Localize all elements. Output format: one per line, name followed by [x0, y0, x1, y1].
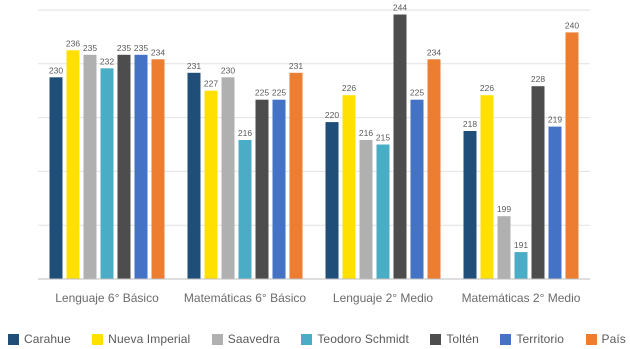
data-label: 199 [497, 204, 511, 214]
data-label: 191 [514, 240, 528, 250]
legend-label: Carahue [24, 332, 71, 346]
data-label: 220 [325, 110, 339, 120]
bar [427, 59, 441, 279]
data-label: 232 [100, 56, 114, 66]
data-label: 234 [151, 47, 165, 57]
data-label: 240 [565, 20, 579, 30]
legend-swatch [92, 333, 104, 345]
bar [548, 126, 562, 279]
data-label: 230 [49, 65, 63, 75]
data-label: 228 [531, 74, 545, 84]
bar [117, 54, 131, 279]
bar [497, 216, 511, 279]
data-label: 216 [238, 128, 252, 138]
bar [531, 86, 545, 279]
data-label: 235 [117, 43, 131, 53]
bar [204, 90, 218, 279]
legend: Carahue Nueva Imperial Saavedra Teodoro Sch… [8, 330, 626, 348]
bar [376, 144, 390, 279]
legend-item: Teodoro Schmidt [301, 332, 409, 346]
bar [100, 68, 114, 279]
bar [289, 72, 303, 279]
bar [134, 54, 148, 279]
bar [359, 140, 373, 279]
legend-swatch [8, 333, 19, 345]
data-label: 236 [66, 38, 80, 48]
data-label: 231 [187, 61, 201, 71]
legend-item: Toltén [430, 332, 479, 346]
bar [410, 99, 424, 279]
legend-swatch [430, 333, 442, 345]
bar [49, 77, 63, 280]
data-label: 215 [376, 133, 390, 143]
legend-swatch [301, 333, 313, 345]
data-label: 225 [410, 88, 424, 98]
bar [151, 59, 165, 279]
bar [480, 95, 494, 279]
legend-item: Carahue [8, 332, 71, 346]
legend-label: Toltén [446, 332, 479, 346]
x-axis-tick-labels: Lenguaje 6° Básico Matemáticas 6° Básico L… [55, 291, 581, 305]
bar [221, 77, 235, 280]
legend-swatch [211, 333, 223, 345]
data-label: 235 [83, 43, 97, 53]
bar [565, 32, 579, 280]
bar [187, 72, 201, 279]
bar [342, 95, 356, 279]
legend-swatch [500, 333, 512, 345]
legend-swatch [585, 333, 597, 345]
legend-label: País [601, 332, 626, 346]
x-tick-label: Matemáticas 6° Básico [184, 291, 307, 305]
data-label: 219 [548, 115, 562, 125]
bar [66, 50, 80, 279]
legend-item: País [585, 332, 626, 346]
bars [49, 14, 579, 280]
data-label: 226 [480, 83, 494, 93]
legend-label: Territorio [516, 332, 565, 346]
bar [272, 99, 286, 279]
bar [238, 140, 252, 279]
legend-item: Saavedra [211, 332, 280, 346]
data-label: 244 [393, 3, 407, 13]
data-label: 225 [255, 88, 269, 98]
x-tick-label: Lenguaje 2° Medio [333, 291, 434, 305]
legend-label: Nueva Imperial [108, 332, 191, 346]
legend-item: Territorio [500, 332, 564, 346]
bar [325, 122, 339, 279]
data-label: 231 [289, 61, 303, 71]
data-label: 230 [221, 65, 235, 75]
data-label: 226 [342, 83, 356, 93]
data-label: 218 [463, 119, 477, 129]
legend-label: Saavedra [227, 332, 280, 346]
x-tick-label: Lenguaje 6° Básico [55, 291, 159, 305]
bar [83, 54, 97, 279]
data-label: 234 [427, 47, 441, 57]
data-label: 216 [359, 128, 373, 138]
data-label: 235 [134, 43, 148, 53]
bar [255, 99, 269, 279]
data-label: 227 [204, 79, 218, 89]
legend-item: Nueva Imperial [92, 332, 190, 346]
bar [463, 131, 477, 279]
data-label: 225 [272, 88, 286, 98]
legend-label: Teodoro Schmidt [317, 332, 409, 346]
x-tick-label: Matemáticas 2° Medio [462, 291, 581, 305]
bar [514, 252, 528, 279]
bar [393, 14, 407, 279]
